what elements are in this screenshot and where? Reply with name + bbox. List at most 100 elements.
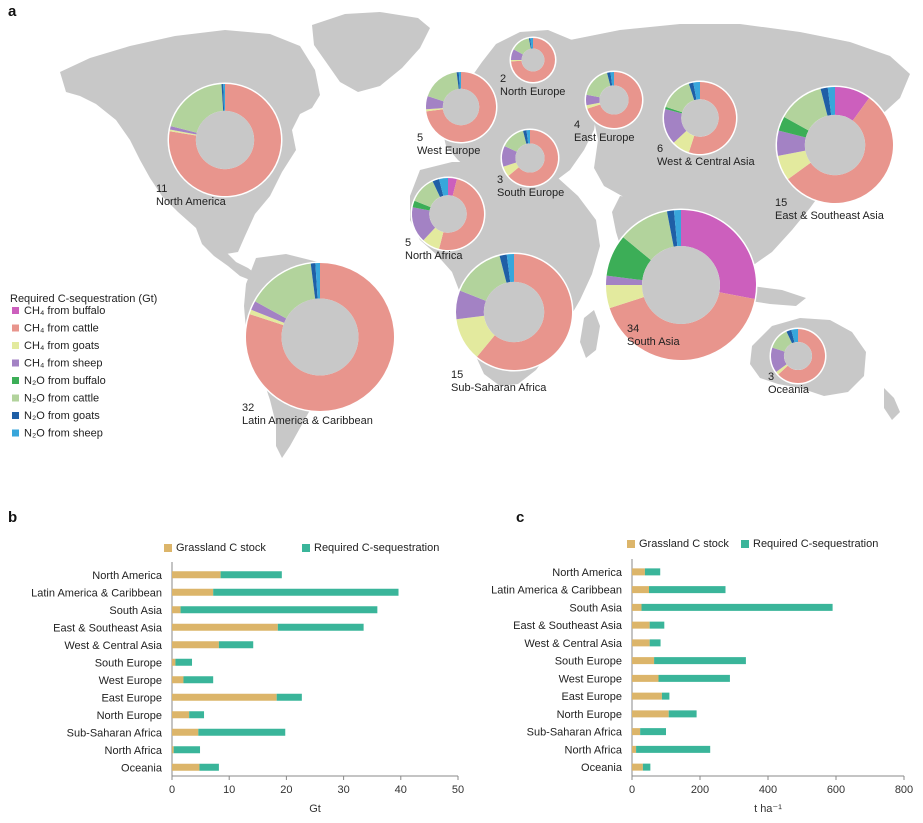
bar-grassland-c-stock-north-europe (172, 711, 190, 719)
donut-region-north-africa: North Africa (405, 250, 463, 262)
donut-region-south-europe: South Europe (497, 187, 564, 199)
donut-region-north-europe: North Europe (500, 86, 565, 98)
bar-grassland-c-stock-oceania (632, 763, 643, 771)
bar-grassland-c-stock-south-asia (172, 606, 181, 614)
legend-swatch-n-o-from-buffalo (12, 377, 19, 384)
donut-slice-ch-from-cattle (246, 263, 395, 411)
donut-slice-n-o-from-buffalo (665, 106, 683, 114)
donut-total-sub-saharan-africa: 15 (451, 369, 463, 381)
legend-label-ch-from-buffalo: CH₄ from buffalo (24, 305, 105, 317)
x-tick-label: 30 (337, 784, 349, 796)
bar-required-c-sequestration-west-central-asia (649, 639, 661, 647)
category-label-north-europe: North Europe (557, 709, 622, 721)
bar-required-c-sequestration-north-america (644, 568, 661, 576)
legend-swatch-n-o-from-sheep (12, 429, 19, 437)
bar-required-c-sequestration-east-europe (661, 692, 670, 700)
donut-region-east-europe: East Europe (574, 132, 635, 144)
donut-slice-n-o-from-sheep (439, 178, 448, 196)
legend-label-required-c-sequestration: Required C-sequestration (314, 542, 439, 554)
bar-required-c-sequestration-latin-america-caribbean (213, 588, 399, 596)
bar-grassland-c-stock-west-central-asia (172, 641, 219, 649)
bar-grassland-c-stock-west-central-asia (632, 639, 650, 647)
donut-slice-n-o-from-goats (432, 179, 444, 198)
x-tick-label: 40 (395, 784, 407, 796)
bar-grassland-c-stock-east-europe (632, 692, 662, 700)
bar-required-c-sequestration-north-america (220, 571, 282, 579)
legend-swatch-n-o-from-goats (12, 412, 19, 419)
donut-total-south-asia: 34 (627, 323, 639, 335)
category-label-west-europe: West Europe (559, 673, 622, 685)
donut-slice-ch-from-buffalo (835, 87, 870, 121)
donut-slice-n-o-from-goats (666, 210, 678, 247)
donut-slice-n-o-from-cattle (414, 181, 441, 208)
category-label-south-asia: South Asia (109, 605, 162, 617)
bar-required-c-sequestration-sub-saharan-africa (198, 728, 286, 736)
landmass-new-zealand (884, 388, 900, 420)
bar-required-c-sequestration-west-europe (183, 676, 214, 684)
donut-hole (429, 195, 467, 233)
x-tick-label: 0 (629, 784, 635, 796)
bar-grassland-c-stock-south-europe (632, 657, 655, 665)
legend-label-n-o-from-buffalo: N₂O from buffalo (24, 375, 106, 387)
donut-total-north-america: 11 (156, 183, 167, 195)
category-label-north-america: North America (552, 567, 623, 579)
bar-chart-b: Grassland C stock Required C-sequestratio… (31, 542, 464, 815)
bar-grassland-c-stock-south-asia (632, 603, 642, 611)
donut-slice-ch-from-cattle (477, 254, 572, 370)
donut-slice-ch-from-cattle (426, 72, 496, 142)
legend-swatch-ch-from-cattle (12, 324, 19, 332)
donut-slice-ch-from-goats (673, 130, 695, 153)
bar-required-c-sequestration-north-africa (636, 745, 711, 753)
donut-slice-ch-from-sheep (664, 109, 687, 143)
donut-slice-ch-from-cattle (788, 98, 893, 204)
category-label-west-central-asia: West & Central Asia (524, 638, 622, 650)
bar-grassland-c-stock-east-southeast-asia (632, 621, 650, 629)
donut-slice-ch-from-cattle (587, 72, 643, 129)
donut-slice-ch-from-goats (423, 227, 444, 249)
donut-slice-ch-from-goats (776, 364, 788, 375)
category-label-north-europe: North Europe (97, 710, 162, 722)
category-label-east-southeast-asia: East & Southeast Asia (53, 622, 163, 634)
bar-grassland-c-stock-east-europe (172, 693, 277, 701)
donut-total-north-africa: 5 (405, 237, 411, 249)
x-axis-label: Gt (309, 803, 321, 815)
donut-hole (195, 110, 255, 170)
x-tick-label: 50 (452, 784, 464, 796)
category-label-north-africa: North Africa (105, 745, 163, 757)
donut-total-east-europe: 4 (574, 119, 580, 131)
donut-slice-n-o-from-goats (820, 87, 832, 116)
map-legend: Required C-sequestration (Gt) CH₄ from b… (10, 293, 157, 440)
donut-slice-ch-from-goats (778, 150, 811, 180)
donut-slice-n-o-from-goats (221, 84, 225, 111)
bar-required-c-sequestration-east-southeast-asia (277, 623, 364, 631)
donut-slice-n-o-from-goats (528, 38, 532, 49)
donut-slice-ch-from-sheep (771, 347, 787, 372)
donut-region-latin-america-caribbean: Latin America & Caribbean (242, 415, 373, 427)
donut-slice-n-o-from-cattle (504, 130, 527, 152)
donut-slice-n-o-from-goats (688, 82, 697, 101)
donut-slice-n-o-from-goats (607, 72, 613, 86)
donut-slice-n-o-from-sheep (223, 84, 225, 111)
donut-region-oceania: Oceania (768, 384, 810, 396)
category-label-north-africa: North Africa (565, 744, 623, 756)
donut-hole (804, 114, 866, 176)
donut-slice-ch-from-sheep (251, 301, 287, 323)
donut-hole (515, 143, 545, 173)
donut-slice-ch-from-sheep (502, 146, 517, 167)
legend-label-ch-from-goats: CH₄ from goats (24, 340, 100, 352)
category-label-south-asia: South Asia (569, 602, 622, 614)
donut-slice-n-o-from-cattle (586, 72, 611, 98)
donut-slice-ch-from-cattle (508, 130, 558, 186)
category-label-north-america: North America (92, 570, 163, 582)
bar-required-c-sequestration-latin-america-caribbean (649, 586, 726, 594)
x-tick-label: 20 (280, 784, 292, 796)
category-label-south-europe: South Europe (95, 657, 162, 669)
donut-slice-ch-from-sheep (412, 207, 436, 241)
donut-slice-n-o-from-cattle (623, 211, 674, 261)
donut-slice-n-o-from-buffalo (778, 117, 809, 138)
